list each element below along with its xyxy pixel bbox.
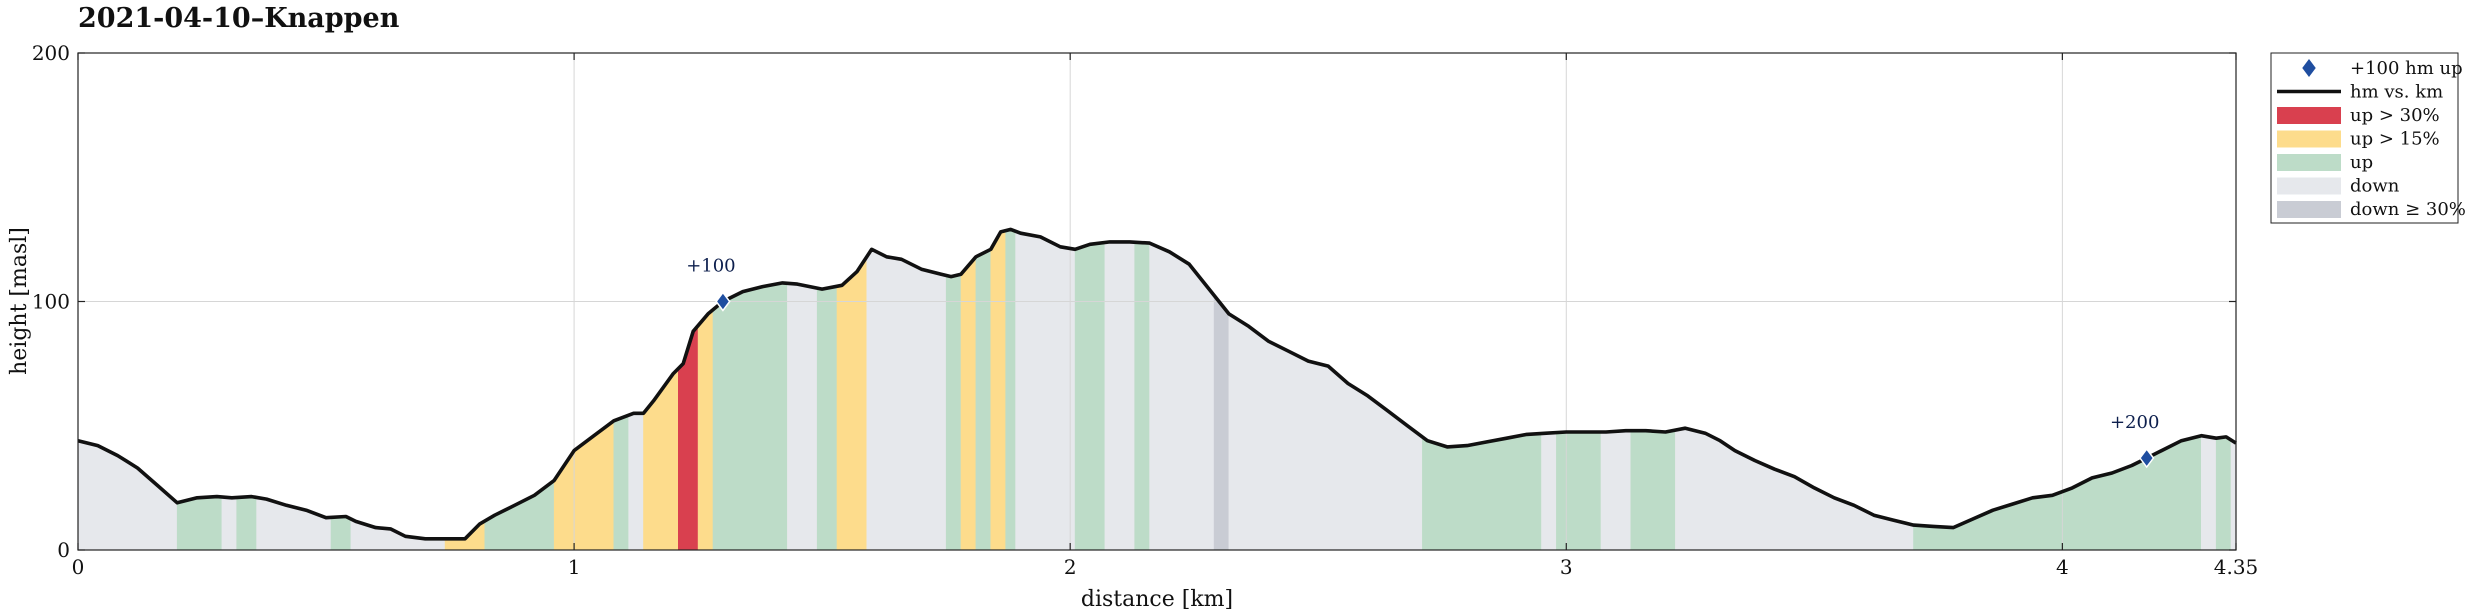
y-axis-ticks: 0 100 200 bbox=[32, 41, 2236, 562]
segment-down-39 bbox=[2201, 435, 2217, 551]
segment-down-41 bbox=[2230, 439, 2237, 551]
y-tick-label-0: 0 bbox=[57, 538, 70, 562]
segment-down-0 bbox=[77, 440, 178, 551]
segment-down-33 bbox=[1541, 432, 1557, 551]
legend-item-marker: +100 hm up bbox=[2302, 58, 2463, 79]
segment-up15-23 bbox=[990, 230, 1006, 551]
segment-down-2 bbox=[221, 496, 237, 551]
segment-down-25 bbox=[1015, 230, 1076, 551]
segment-up-28 bbox=[1134, 241, 1150, 551]
segment-up15-12 bbox=[643, 367, 679, 551]
segment-down-16 bbox=[787, 282, 818, 551]
legend-label-up15: up > 15% bbox=[2350, 129, 2440, 150]
segment-down-37 bbox=[1675, 427, 1914, 551]
segment-up15-21 bbox=[960, 255, 977, 551]
x-tick-label-2: 2 bbox=[1064, 555, 1077, 579]
segment-up-34 bbox=[1556, 431, 1602, 551]
segment-up30-13 bbox=[678, 324, 699, 551]
x-tick-label-0: 0 bbox=[72, 555, 85, 579]
segment-up15-14 bbox=[697, 309, 714, 551]
legend-label-marker: +100 hm up bbox=[2350, 58, 2463, 79]
y-tick-label-1: 100 bbox=[32, 290, 70, 314]
legend-swatch-down30 bbox=[2277, 201, 2341, 218]
legend-item-profile: hm vs. km bbox=[2277, 82, 2443, 103]
segment-up15-18 bbox=[836, 255, 868, 551]
profile-layer bbox=[77, 227, 2237, 541]
legend-swatch-marker bbox=[2302, 59, 2316, 77]
legend-item-down: down bbox=[2277, 176, 2400, 197]
legend-label-up30: up > 30% bbox=[2350, 105, 2440, 126]
segment-up-17 bbox=[816, 285, 838, 551]
profile-line bbox=[77, 227, 2237, 541]
segment-up-32 bbox=[1422, 433, 1542, 551]
segment-down-19 bbox=[866, 248, 947, 551]
legend-item-up30: up > 30% bbox=[2277, 105, 2440, 126]
marker-1 bbox=[2139, 447, 2155, 469]
segment-down-27 bbox=[1104, 241, 1135, 551]
segment-up-5 bbox=[330, 516, 352, 551]
segment-up-3 bbox=[236, 496, 257, 551]
x-axis-label: distance [km] bbox=[1081, 587, 1233, 612]
segment-down-11 bbox=[628, 413, 644, 551]
legend-label-up: up bbox=[2350, 152, 2373, 173]
grid-lines bbox=[78, 53, 2236, 550]
legend-item-down30: down ≥ 30% bbox=[2277, 199, 2465, 220]
segment-down-29 bbox=[1149, 242, 1215, 551]
legend-label-down: down bbox=[2350, 176, 2400, 197]
segment-up15-9 bbox=[553, 420, 615, 551]
marker-layer: +100 +200 bbox=[686, 256, 2159, 469]
segment-down-35 bbox=[1600, 430, 1632, 551]
legend-swatch-down bbox=[2277, 177, 2341, 195]
marker-label-0: +100 bbox=[686, 256, 735, 277]
x-tick-label-5: 4.35 bbox=[2214, 555, 2259, 579]
segment-up-22 bbox=[975, 248, 992, 551]
legend-item-up: up bbox=[2277, 152, 2373, 173]
legend-swatch-up30 bbox=[2277, 107, 2341, 124]
segment-up-26 bbox=[1074, 242, 1106, 551]
segment-up-40 bbox=[2215, 436, 2232, 551]
segment-up-1 bbox=[176, 496, 223, 551]
segment-up-36 bbox=[1630, 429, 1676, 551]
segment-up-20 bbox=[945, 273, 962, 551]
legend-swatch-up15 bbox=[2277, 130, 2341, 148]
plot-area: +100 +200 bbox=[77, 52, 2237, 551]
legend-label-down30: down ≥ 30% bbox=[2350, 199, 2465, 220]
x-tick-label-4: 4 bbox=[2056, 555, 2069, 579]
legend-swatch-up bbox=[2277, 154, 2341, 171]
x-axis-ticks: 0 1 2 3 4 4.35 bbox=[72, 53, 2259, 579]
segment-fills bbox=[77, 229, 2237, 551]
segment-up-24 bbox=[1005, 229, 1016, 551]
segment-down30-30 bbox=[1213, 294, 1230, 551]
y-axis-label: height [masl] bbox=[7, 227, 32, 375]
legend-label-profile: hm vs. km bbox=[2350, 82, 2443, 103]
legend-item-up15: up > 15% bbox=[2277, 129, 2440, 150]
x-tick-label-3: 3 bbox=[1560, 555, 1573, 579]
chart-title: 2021-04-10–Knappen bbox=[78, 3, 400, 34]
segment-up-15 bbox=[712, 282, 788, 551]
segment-up-10 bbox=[613, 414, 629, 551]
marker-0 bbox=[715, 291, 731, 312]
marker-label-1: +200 bbox=[2110, 412, 2159, 433]
x-tick-label-1: 1 bbox=[568, 555, 581, 579]
y-tick-label-2: 200 bbox=[32, 41, 70, 65]
segment-down-31 bbox=[1228, 313, 1423, 551]
